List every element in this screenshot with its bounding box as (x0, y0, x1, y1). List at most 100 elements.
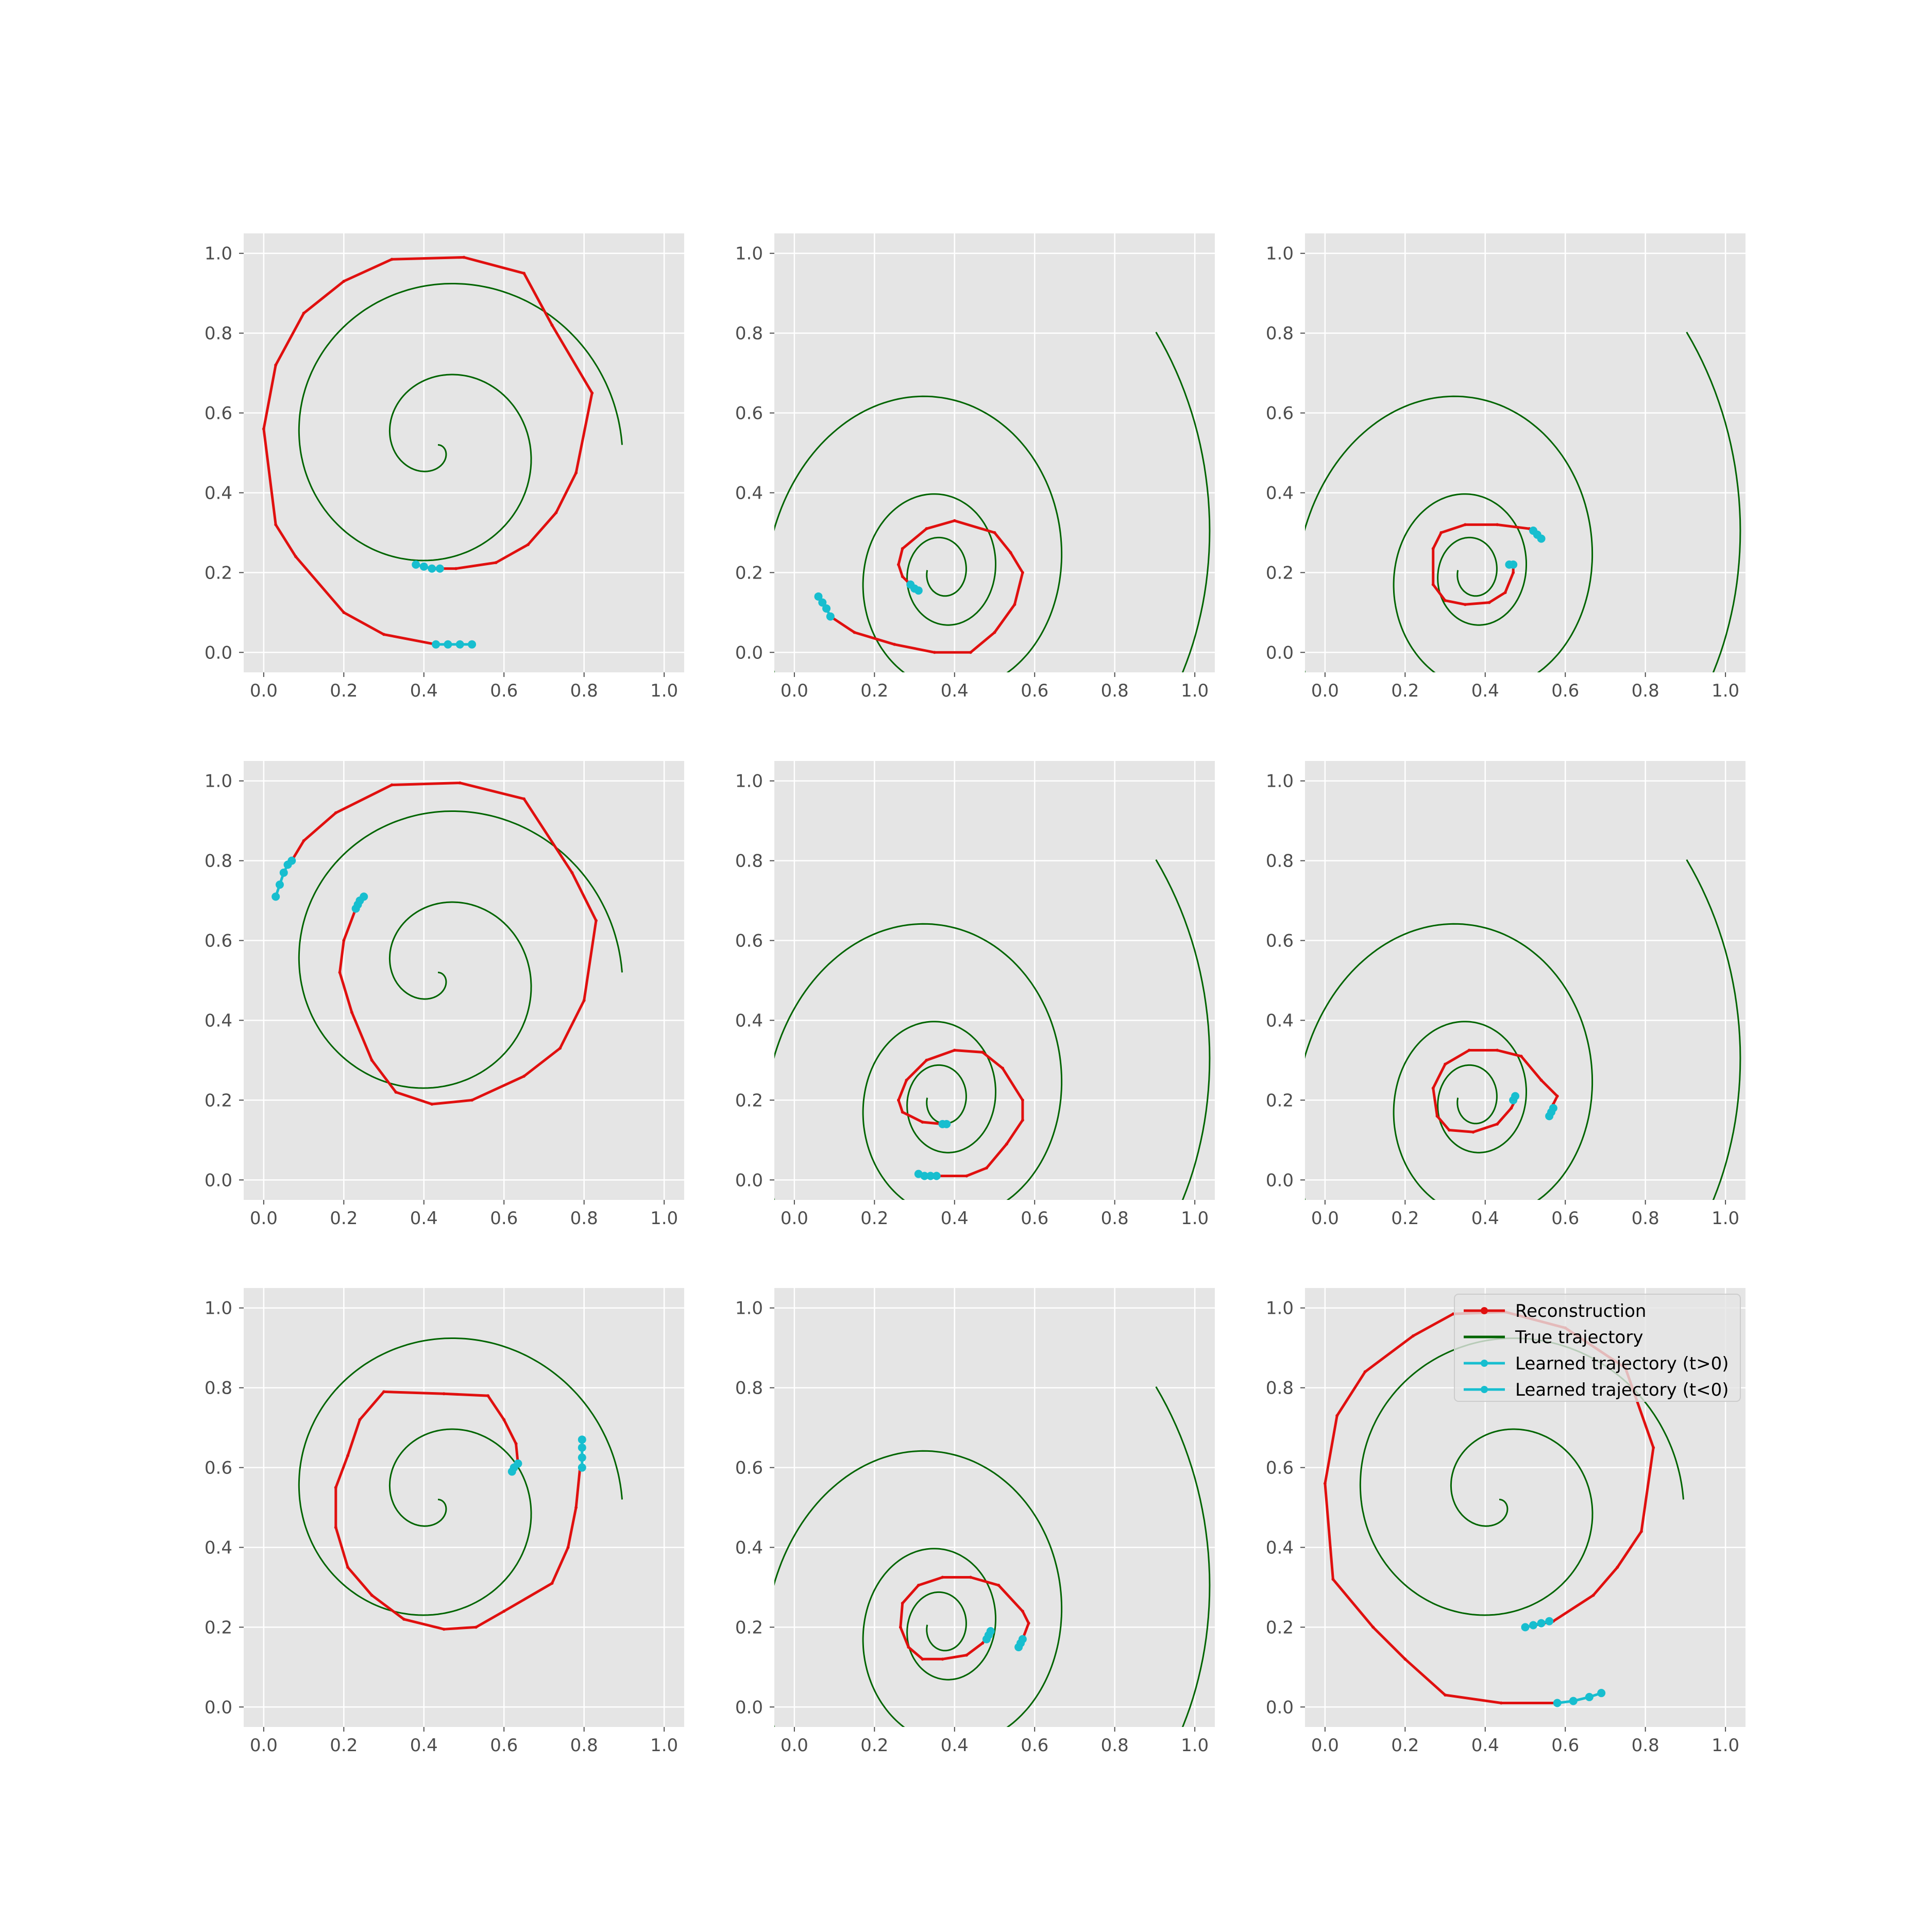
learned-trajectory-point (275, 880, 284, 889)
axes-background (244, 233, 684, 672)
reconstruction-point (941, 1657, 944, 1661)
reconstruction-point (558, 1046, 562, 1050)
reconstruction-point (526, 543, 530, 547)
reconstruction-point (1463, 523, 1467, 527)
learned-trajectory-point (412, 560, 420, 569)
x-tick-label: 1.0 (650, 1735, 678, 1756)
reconstruction-point (582, 998, 586, 1002)
y-tick-label: 0.0 (735, 642, 763, 663)
true-trajectory-line (774, 331, 1211, 672)
x-tick-label: 0.6 (1021, 1208, 1048, 1229)
reconstruction-point (1001, 1066, 1005, 1070)
reconstruction-point (1431, 583, 1435, 586)
y-tick-label: 1.0 (205, 1298, 232, 1319)
y-tick-label: 0.6 (1266, 931, 1294, 952)
reconstruction-point (899, 1625, 902, 1629)
x-tick-label: 0.2 (330, 1735, 358, 1756)
learned-trajectory-point (1569, 1697, 1578, 1705)
reconstruction-point (901, 575, 904, 579)
y-tick-label: 0.4 (205, 483, 232, 503)
reconstruction-point (1363, 1370, 1367, 1374)
reconstruction-point (554, 511, 558, 515)
legend-label: Learned trajectory (t<0) (1515, 1380, 1729, 1400)
reconstruction-point (338, 971, 342, 974)
plot-area (298, 1337, 623, 1631)
y-tick-label: 0.4 (1266, 483, 1294, 503)
reconstruction-point (1439, 531, 1443, 534)
y-tick-label: 0.6 (205, 931, 232, 952)
y-tick-label: 0.4 (735, 1010, 763, 1031)
y-tick-label: 0.6 (735, 1458, 763, 1479)
axes-background (774, 233, 1215, 672)
x-tick-label: 0.2 (860, 1208, 888, 1229)
reconstruction-point (486, 1394, 490, 1398)
reconstruction-point (905, 1078, 908, 1082)
y-tick-label: 0.8 (735, 1378, 763, 1399)
axes-background (244, 1288, 684, 1727)
y-tick-label: 0.2 (735, 1090, 763, 1111)
x-tick-label: 0.0 (781, 1735, 808, 1756)
reconstruction-point (1444, 1693, 1447, 1697)
learned-trajectory-point (1521, 1623, 1530, 1632)
x-tick-label: 0.4 (410, 681, 438, 701)
y-tick-label: 0.2 (1266, 1090, 1294, 1111)
reconstruction-point (965, 1174, 969, 1178)
reconstruction-point (1652, 1446, 1655, 1449)
reconstruction-point (981, 1050, 985, 1054)
reconstruction-point (907, 1646, 910, 1649)
true-trajectory-line (298, 283, 623, 562)
plot-area (1305, 331, 1741, 672)
reconstruction-point (969, 1575, 972, 1579)
reconstruction-point (896, 563, 900, 566)
y-tick-label: 1.0 (205, 771, 232, 792)
learned-trajectory-point (920, 1172, 929, 1180)
legend-marker (1481, 1386, 1488, 1393)
learned-trajectory-point (455, 640, 464, 649)
reconstruction-point (1591, 1594, 1595, 1597)
legend-box (1454, 1294, 1741, 1402)
legend-marker (1481, 1360, 1488, 1367)
y-tick-label: 0.4 (1266, 1537, 1294, 1558)
reconstruction-point (430, 1103, 434, 1106)
learned-trajectory-point (1511, 1092, 1520, 1100)
x-tick-label: 0.4 (1471, 1208, 1499, 1229)
reconstruction-point (953, 1048, 956, 1052)
legend-label: Learned trajectory (t>0) (1515, 1353, 1729, 1374)
learned-trajectory-point (926, 1172, 935, 1180)
legend-entry: Learned trajectory (t>0) (1464, 1353, 1729, 1374)
plot-area (262, 256, 623, 649)
learned-trajectory-point (814, 592, 823, 601)
y-tick-label: 0.0 (1266, 1697, 1294, 1718)
reconstruction-point (350, 1010, 353, 1014)
reconstruction-point (494, 561, 498, 564)
reconstruction-point (302, 839, 306, 842)
reconstruction-line (1432, 1049, 1559, 1133)
learned-trajectory-point (578, 1435, 586, 1444)
x-tick-label: 0.4 (1471, 1735, 1499, 1756)
learned-trajectory-point (468, 640, 477, 649)
reconstruction-point (896, 1098, 900, 1102)
true-trajectory-line (1305, 331, 1741, 672)
y-tick-label: 0.0 (1266, 642, 1294, 663)
x-tick-label: 1.0 (1711, 681, 1739, 701)
reconstruction-point (394, 1090, 398, 1094)
reconstruction-point (1463, 603, 1467, 606)
x-tick-label: 0.2 (1391, 1735, 1419, 1756)
y-tick-label: 0.6 (205, 1458, 232, 1479)
subplot-4: 0.0 0.2 0.4 0.6 0.8 1.0 0.0 0.2 0.4 0.6 0.8 1.0 (205, 761, 684, 1229)
y-tick-label: 1.0 (1266, 1298, 1294, 1319)
reconstruction-point (566, 1546, 570, 1549)
y-tick-label: 0.8 (1266, 851, 1294, 872)
reconstruction-point (1444, 599, 1447, 602)
subplot-grid: 0.0 0.2 0.4 0.6 0.8 1.00.00.20.40.60.81.00.0 0… (205, 233, 1745, 1756)
x-tick-label: 0.0 (781, 1208, 808, 1229)
reconstruction-point (390, 258, 394, 261)
learned-trajectory-point (1585, 1692, 1594, 1701)
y-tick-label: 0.6 (205, 403, 232, 424)
reconstruction-point (1335, 1414, 1339, 1417)
reconstruction-point (1444, 1062, 1447, 1066)
x-tick-label: 0.4 (1471, 681, 1499, 701)
y-tick-label: 0.2 (1266, 1617, 1294, 1638)
learned-trajectory-point (914, 586, 923, 595)
